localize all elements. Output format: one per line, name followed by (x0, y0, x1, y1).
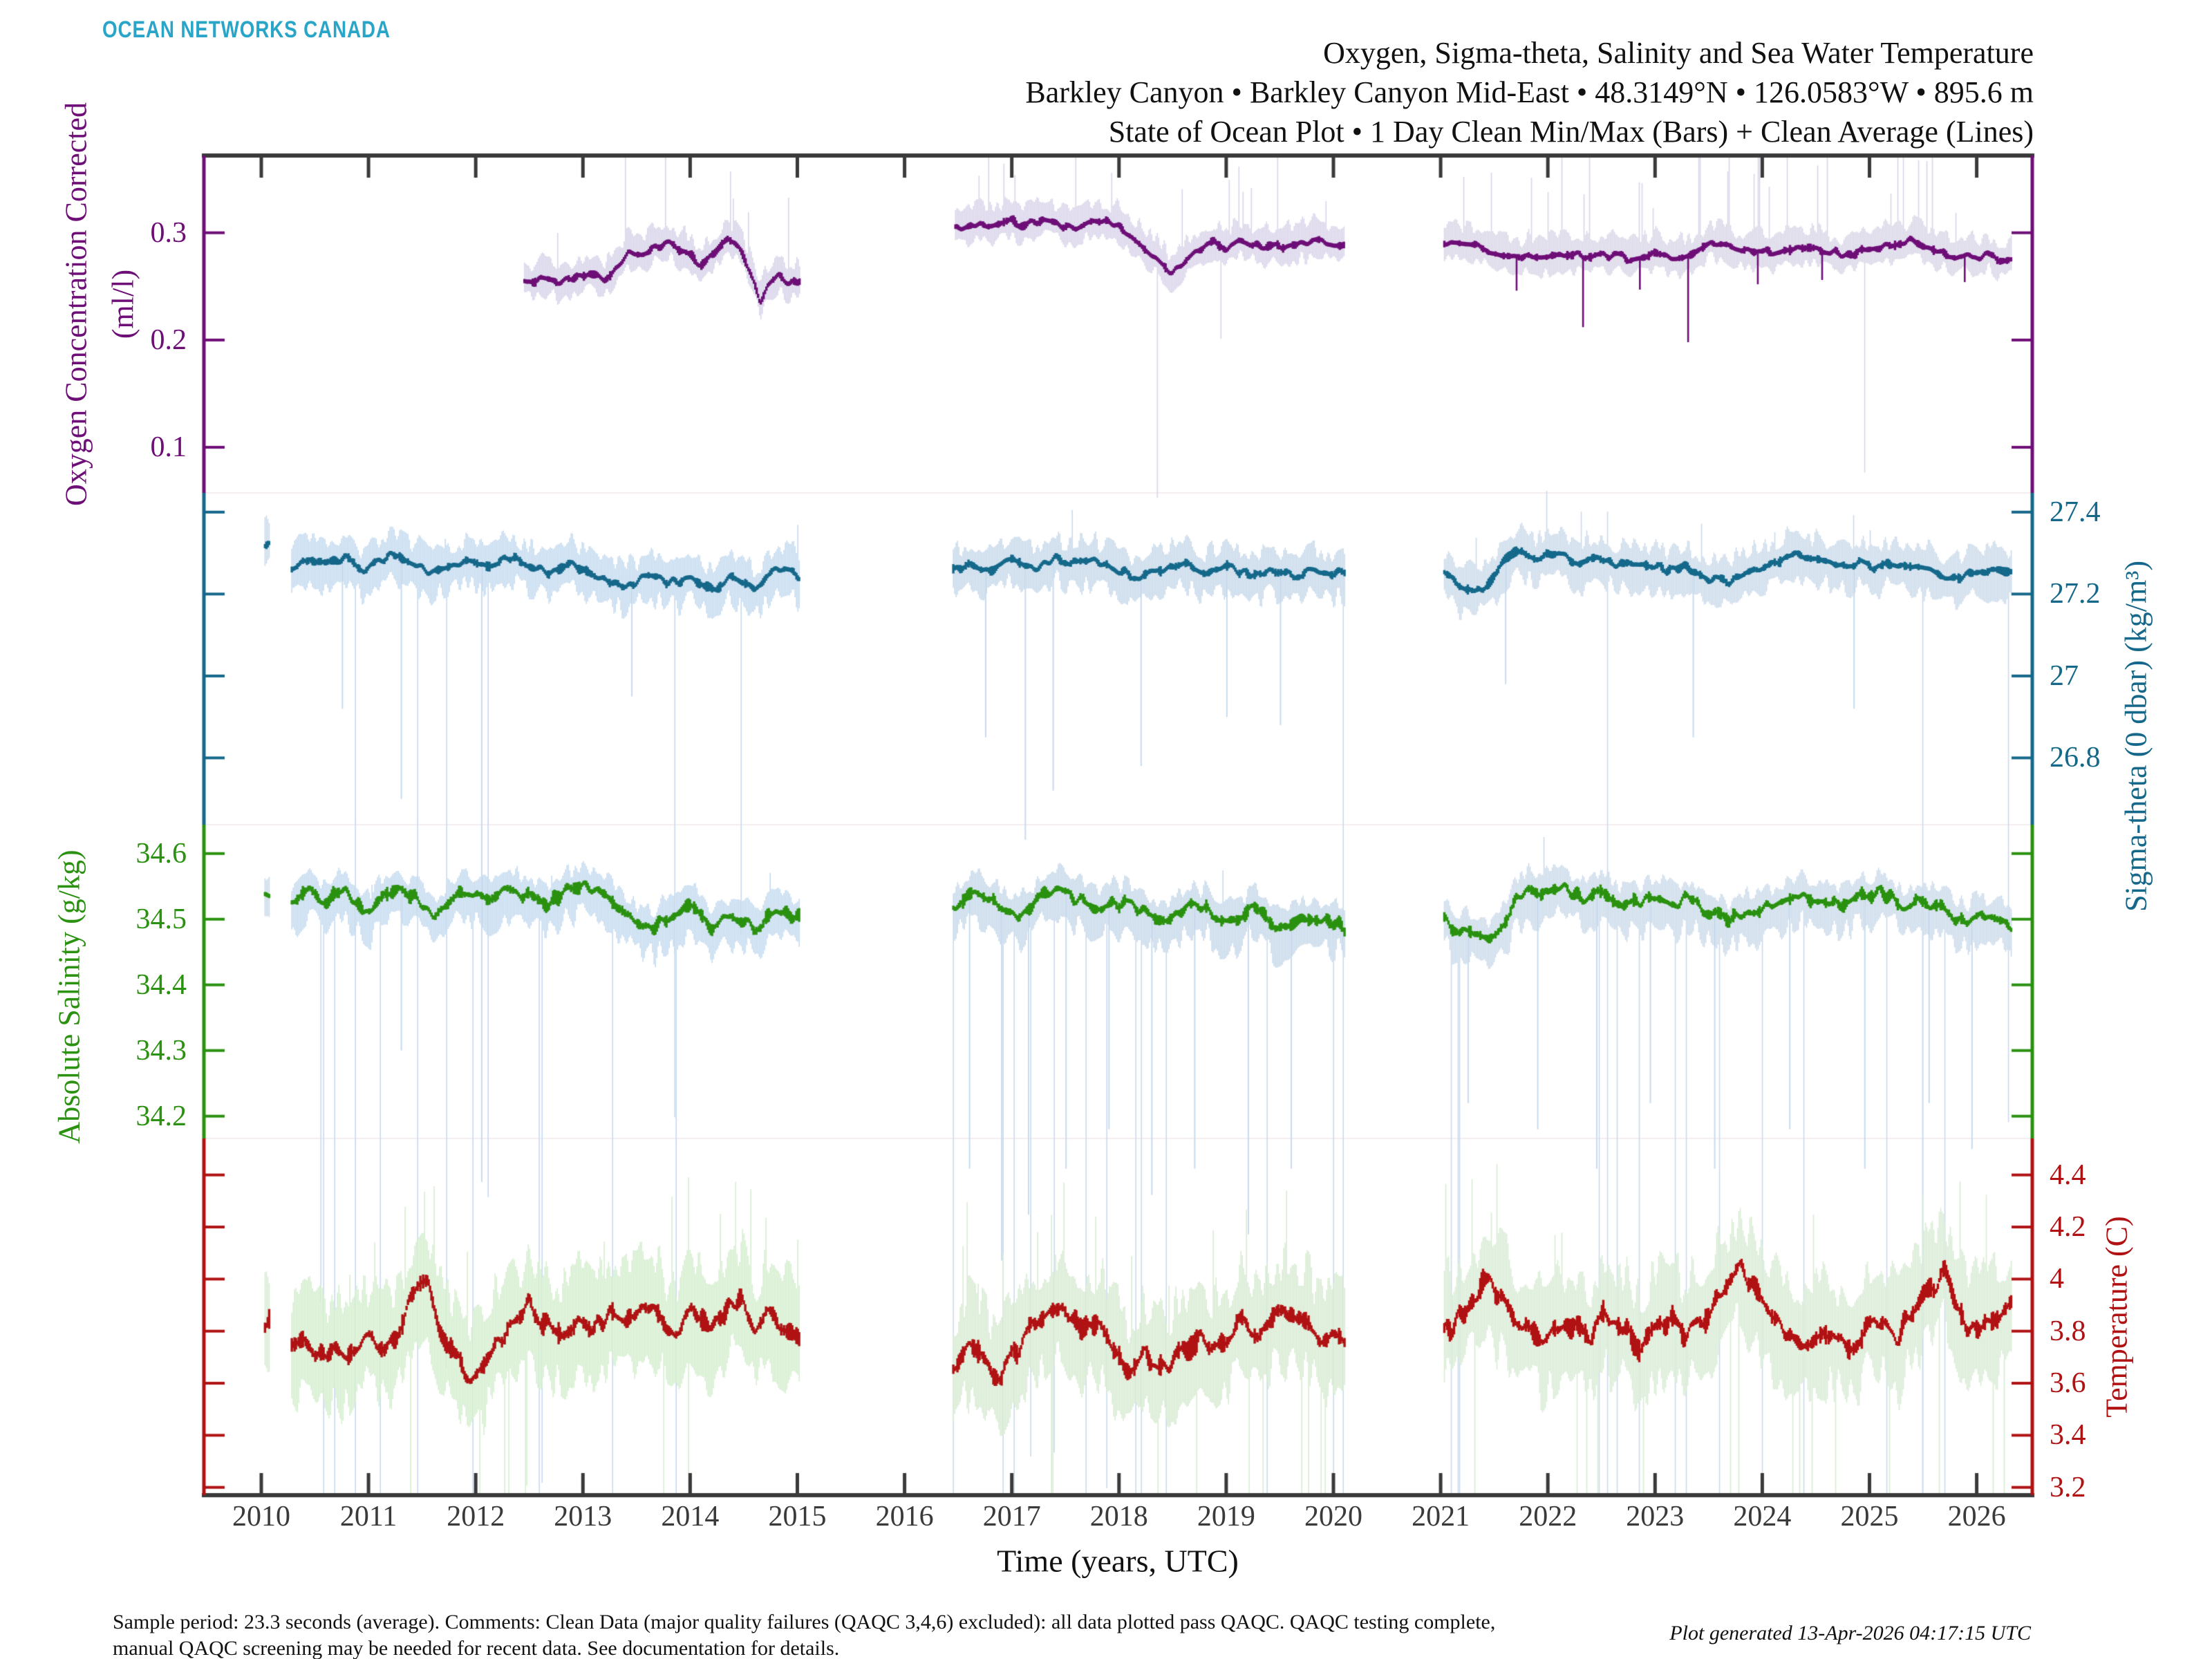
plot-title-line-3: State of Ocean Plot • 1 Day Clean Min/Ma… (1108, 115, 2034, 149)
x-tick-label-year: 2022 (1519, 1501, 1577, 1533)
y-tick-label-temperature: 3.8 (2050, 1315, 2086, 1347)
y-tick-label-sigma: 27.4 (2050, 496, 2101, 528)
plot-generated-timestamp: Plot generated 13-Apr-2026 04:17:15 UTC (1669, 1622, 2031, 1644)
plot-title-line-1: Oxygen, Sigma-theta, Salinity and Sea Wa… (1323, 36, 2034, 70)
x-tick-label-year: 2012 (447, 1501, 505, 1533)
x-tick-label-year: 2024 (1733, 1501, 1792, 1533)
y-tick-label-oxygen: 0.2 (150, 324, 187, 356)
x-tick-label-year: 2019 (1197, 1501, 1255, 1533)
x-tick-label-year: 2011 (339, 1501, 397, 1533)
y-tick-label-oxygen: 0.3 (150, 216, 187, 249)
y-tick-label-salinity: 34.6 (135, 837, 187, 870)
y-axis-title-sigma-theta: Sigma-theta (0 dbar) (kg/m³) (2119, 560, 2153, 912)
y-tick-label-temperature: 3.6 (2050, 1367, 2086, 1400)
x-axis-title: Time (years, UTC) (997, 1543, 1239, 1579)
y-axis-title-oxygen-units: (ml/l) (106, 269, 140, 339)
x-tick-label-year: 2013 (554, 1501, 612, 1533)
y-axis-title-salinity: Absolute Salinity (g/kg) (52, 850, 86, 1144)
plot-title-line-2: Barkley Canyon • Barkley Canyon Mid-East… (1025, 75, 2034, 109)
y-tick-label-salinity: 34.5 (135, 903, 187, 935)
x-tick-label-year: 2015 (768, 1501, 827, 1533)
x-tick-label-year: 2014 (661, 1501, 720, 1533)
x-tick-label-year: 2018 (1089, 1501, 1148, 1533)
x-tick-label-year: 2010 (232, 1501, 290, 1533)
plot-title-block: Oxygen, Sigma-theta, Salinity and Sea Wa… (1025, 33, 2034, 151)
y-tick-label-temperature: 4 (2050, 1263, 2064, 1295)
y-tick-label-temperature: 3.2 (2050, 1471, 2086, 1503)
y-tick-label-temperature: 4.4 (2050, 1159, 2086, 1191)
y-tick-label-temperature: 4.2 (2050, 1211, 2086, 1244)
y-tick-label-salinity: 34.3 (135, 1034, 187, 1067)
y-tick-label-salinity: 34.2 (135, 1100, 187, 1132)
y-tick-label-salinity: 34.4 (135, 968, 187, 1001)
y-tick-label-oxygen: 0.1 (150, 431, 187, 464)
y-axis-title-oxygen: Oxygen Concentration Corrected (59, 102, 93, 507)
x-tick-label-year: 2016 (875, 1501, 934, 1533)
ocean-networks-canada-logo: OCEAN NETWORKS CANADA (102, 17, 391, 43)
y-tick-label-sigma: 26.8 (2050, 742, 2101, 774)
y-tick-label-sigma: 27 (2050, 659, 2079, 692)
x-tick-label-year: 2023 (1626, 1501, 1685, 1533)
x-tick-label-year: 2021 (1412, 1501, 1470, 1533)
x-tick-label-year: 2020 (1304, 1501, 1362, 1533)
x-tick-label-year: 2025 (1840, 1501, 1899, 1533)
footer-comments-line-2: manual QAQC screening may be needed for … (113, 1637, 840, 1659)
y-tick-label-temperature: 3.4 (2050, 1419, 2086, 1452)
x-tick-label-year: 2017 (982, 1501, 1041, 1533)
x-tick-label-year: 2026 (1947, 1501, 2006, 1533)
footer-comments-line-1: Sample period: 23.3 seconds (average). C… (113, 1611, 1496, 1633)
y-tick-label-sigma: 27.2 (2050, 578, 2101, 610)
y-axis-title-temperature: Temperature (C) (2099, 1216, 2134, 1418)
